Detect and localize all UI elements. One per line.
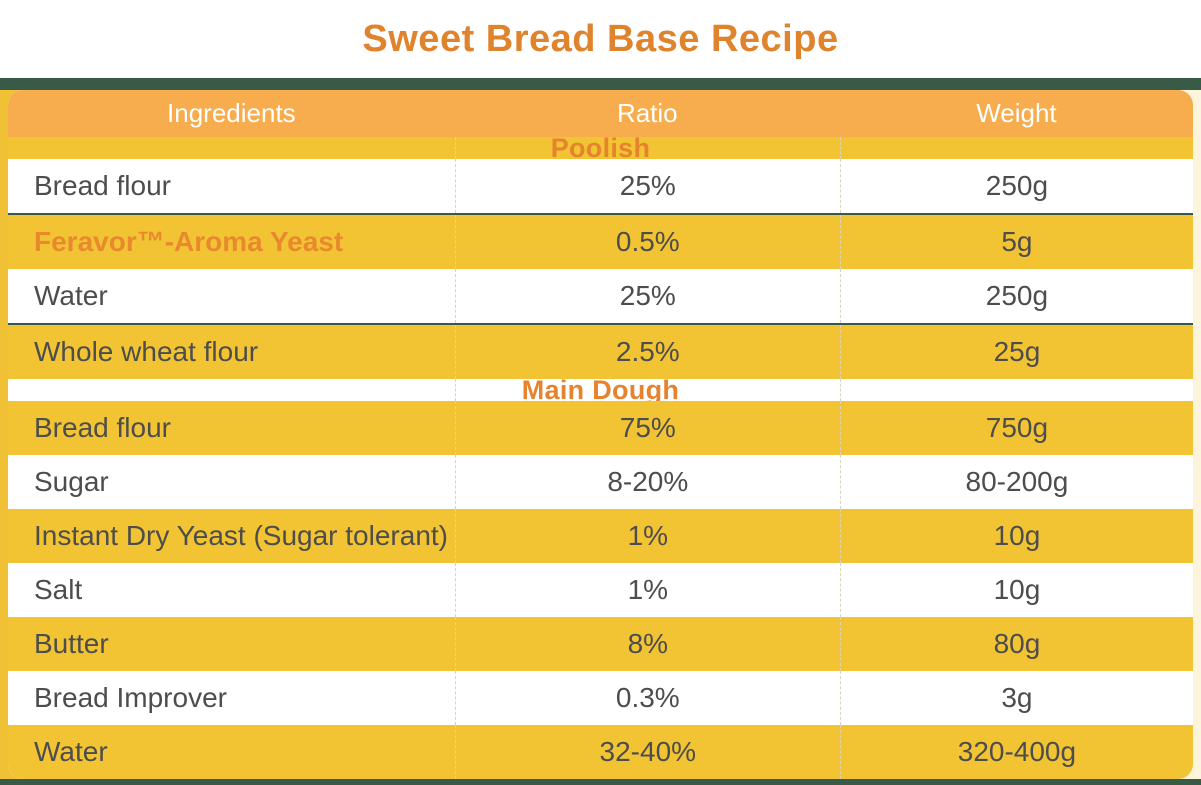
ratio-cell: 8% <box>454 617 840 671</box>
recipe-table-zone: Ingredients Ratio Weight Poolish Bread f… <box>0 90 1201 779</box>
column-header-ingredients: Ingredients <box>167 98 296 128</box>
table-row: Whole wheat flour 2.5% 25g <box>8 325 1193 379</box>
ratio-cell: 0.5% <box>454 215 840 269</box>
weight-cell: 10g <box>839 563 1193 617</box>
ingredient-cell: Butter <box>34 628 109 659</box>
table-row: Water 32-40% 320-400g <box>8 725 1193 779</box>
table-header-row: Ingredients Ratio Weight <box>8 90 1193 137</box>
weight-cell: 10g <box>839 509 1193 563</box>
ratio-cell: 1% <box>454 563 840 617</box>
empty-cell <box>454 379 840 401</box>
weight-cell: 5g <box>839 215 1193 269</box>
section-row-main-dough: Main Dough <box>8 375 1193 405</box>
ingredient-cell: Feravor™-Aroma Yeast <box>34 226 344 257</box>
table-row: Bread Improver 0.3% 3g <box>8 671 1193 725</box>
table-row: Bread flour 75% 750g <box>8 401 1193 455</box>
ratio-cell: 25% <box>454 269 840 323</box>
weight-cell: 750g <box>839 401 1193 455</box>
ingredient-cell: Water <box>34 736 108 767</box>
ingredient-cell: Whole wheat flour <box>34 336 259 367</box>
table-row: Water 25% 250g <box>8 269 1193 325</box>
ingredient-cell: Sugar <box>34 466 109 497</box>
weight-cell: 80g <box>839 617 1193 671</box>
weight-cell: 3g <box>839 671 1193 725</box>
ingredient-cell: Bread flour <box>34 412 171 443</box>
table-row: Bread flour 25% 250g <box>8 159 1193 215</box>
column-header-weight: Weight <box>976 98 1057 128</box>
column-header-ratio: Ratio <box>616 98 678 128</box>
weight-cell: 80-200g <box>839 455 1193 509</box>
empty-cell <box>454 137 840 159</box>
ratio-cell: 0.3% <box>454 671 840 725</box>
ingredient-cell: Bread Improver <box>34 682 227 713</box>
ingredient-cell: Instant Dry Yeast (Sugar tolerant) <box>34 520 448 551</box>
weight-cell: 25g <box>839 325 1193 379</box>
page-title: Sweet Bread Base Recipe <box>362 17 839 60</box>
ratio-cell: 1% <box>454 509 840 563</box>
table-row: Butter 8% 80g <box>8 617 1193 671</box>
bottom-page-band <box>0 779 1201 785</box>
ratio-cell: 8-20% <box>454 455 840 509</box>
weight-cell: 320-400g <box>839 725 1193 779</box>
empty-cell <box>839 137 1193 159</box>
ratio-cell: 2.5% <box>454 325 840 379</box>
recipe-table: Ingredients Ratio Weight Poolish Bread f… <box>8 90 1193 779</box>
ingredient-cell: Bread flour <box>34 170 171 201</box>
ingredient-cell: Water <box>34 280 108 311</box>
weight-cell: 250g <box>839 159 1193 213</box>
weight-cell: 250g <box>839 269 1193 323</box>
table-row: Instant Dry Yeast (Sugar tolerant) 1% 10… <box>8 509 1193 563</box>
table-row: Feravor™-Aroma Yeast 0.5% 5g <box>8 215 1193 269</box>
table-row: Sugar 8-20% 80-200g <box>8 455 1193 509</box>
ingredient-cell: Salt <box>34 574 83 605</box>
section-row-poolish: Poolish <box>8 133 1193 163</box>
empty-cell <box>8 379 455 401</box>
ratio-cell: 25% <box>454 159 840 213</box>
ratio-cell: 75% <box>454 401 840 455</box>
ratio-cell: 32-40% <box>454 725 840 779</box>
empty-cell <box>8 137 455 159</box>
table-row: Salt 1% 10g <box>8 563 1193 617</box>
title-band: Sweet Bread Base Recipe <box>0 0 1201 78</box>
empty-cell <box>839 379 1193 401</box>
